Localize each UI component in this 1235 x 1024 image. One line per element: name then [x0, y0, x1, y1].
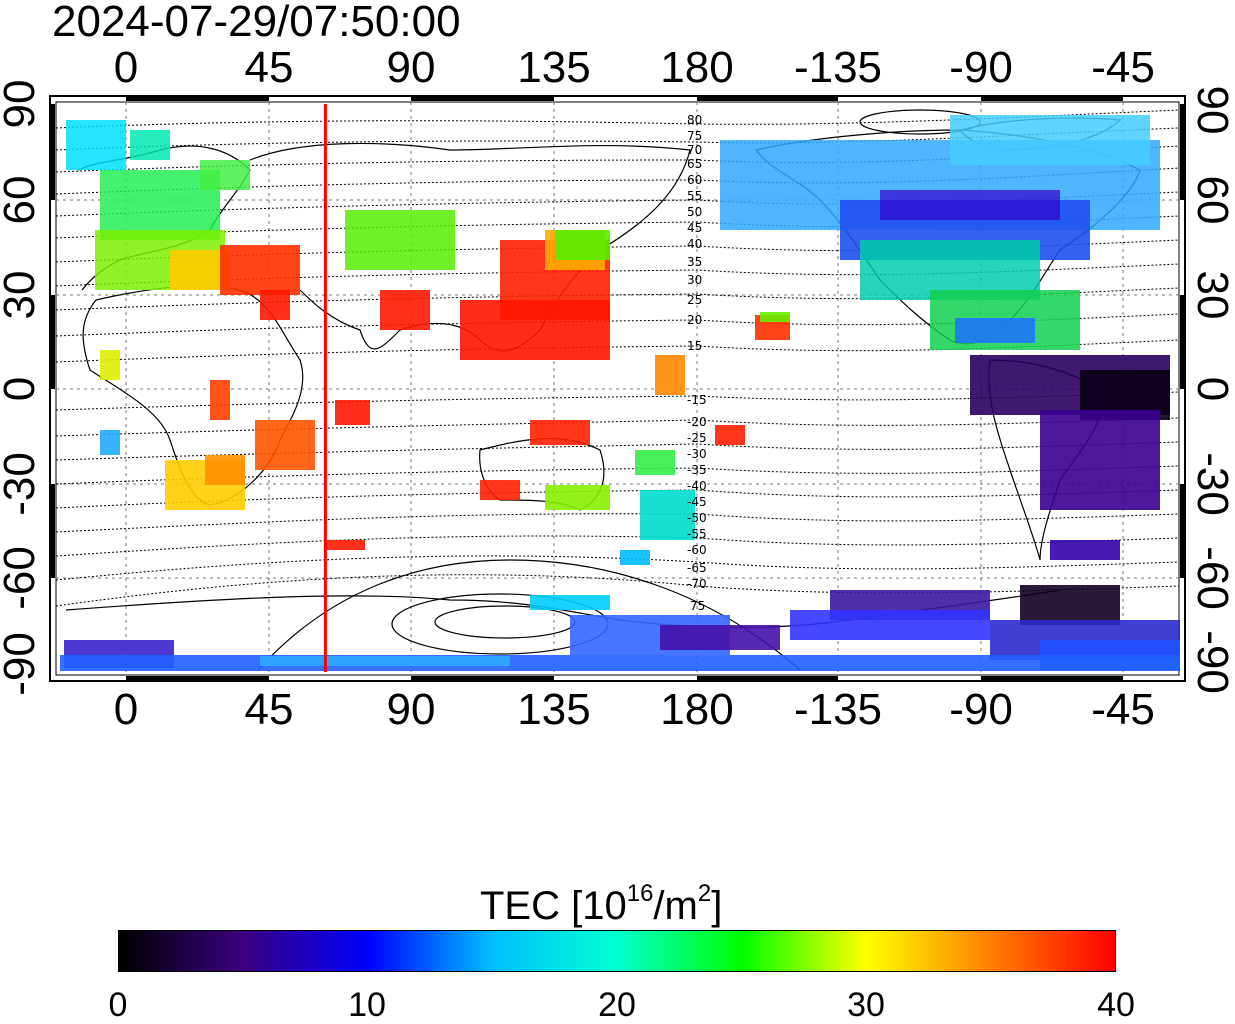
contour-label: -55 [687, 527, 707, 541]
top-lon-tick: 180 [660, 43, 734, 92]
contour-label: 65 [687, 157, 702, 171]
colorbar-tick-label: 0 [108, 986, 128, 1024]
top-lon-tick: -90 [949, 43, 1013, 92]
contour-label: 50 [687, 205, 702, 219]
bottom-lon-tick: 0 [113, 685, 139, 734]
contour-label: 55 [687, 189, 702, 203]
contour-label: -35 [687, 463, 707, 477]
colorbar-tick-label: 30 [847, 986, 885, 1024]
timestamp: 2024-07-29/07:50:00 [52, 0, 461, 46]
colorbar-title: TEC [1016/m2] [480, 870, 722, 930]
contour-label: -70 [687, 577, 707, 591]
tec-colorbar [118, 930, 1116, 972]
contour-label: 75 [690, 599, 705, 613]
tec-data-layer [60, 115, 1180, 671]
colorbar-title-main: TEC [10 [480, 884, 627, 928]
bottom-lon-tick: -90 [949, 685, 1013, 734]
contour-label: 60 [687, 173, 702, 187]
contour-label: -30 [687, 447, 707, 461]
colorbar-title-exponent: 16 [626, 880, 654, 907]
bottom-lon-tick: 180 [660, 685, 734, 734]
top-lon-tick: 135 [517, 43, 591, 92]
bottom-lon-tick: 90 [386, 685, 436, 734]
contour-label: 25 [687, 293, 702, 307]
colorbar-title-unit-exponent: 2 [697, 880, 712, 907]
colorbar-title-close: ] [711, 884, 723, 928]
contour-label: -65 [687, 561, 707, 575]
contour-label: -60 [687, 543, 707, 557]
top-lon-tick: -135 [793, 43, 883, 92]
contour-label: 30 [687, 273, 702, 287]
contour-label: -15 [687, 393, 707, 407]
contour-label: 15 [687, 339, 702, 353]
contour-labels-north: 80 75 70 65 60 55 50 45 40 35 30 25 20 1… [687, 113, 702, 353]
bottom-lon-tick: -135 [793, 685, 883, 734]
contour-label: 35 [687, 255, 702, 269]
contour-label: 20 [687, 313, 702, 327]
contour-label: 40 [687, 237, 702, 251]
colorbar-tick-label: 20 [598, 986, 636, 1024]
bottom-lon-tick: -45 [1091, 685, 1155, 734]
contour-label: -40 [687, 479, 707, 493]
contour-label: -50 [687, 511, 707, 525]
contour-label: 80 [687, 113, 702, 127]
contour-label: -45 [687, 495, 707, 509]
colorbar-tick-label: 40 [1097, 986, 1135, 1024]
top-lon-tick: 45 [244, 43, 294, 92]
colorbar-tick-label: 10 [348, 986, 386, 1024]
top-lon-tick: 0 [113, 43, 139, 92]
contour-label: -25 [687, 431, 707, 445]
contour-label: 70 [687, 143, 702, 157]
bottom-lon-tick: 45 [244, 685, 294, 734]
contour-label: 75 [687, 129, 702, 143]
top-lon-tick: 90 [386, 43, 436, 92]
frame-ticks [49, 95, 1186, 682]
top-lon-tick: -45 [1091, 43, 1155, 92]
colorbar-title-unit: /m [653, 884, 698, 928]
bottom-lon-tick: 135 [517, 685, 591, 734]
contour-label: -20 [687, 415, 707, 429]
contour-label: 45 [687, 221, 702, 235]
contour-labels-south: -15 -20 -25 -30 -35 -40 -45 -50 -55 -60 … [687, 393, 707, 613]
